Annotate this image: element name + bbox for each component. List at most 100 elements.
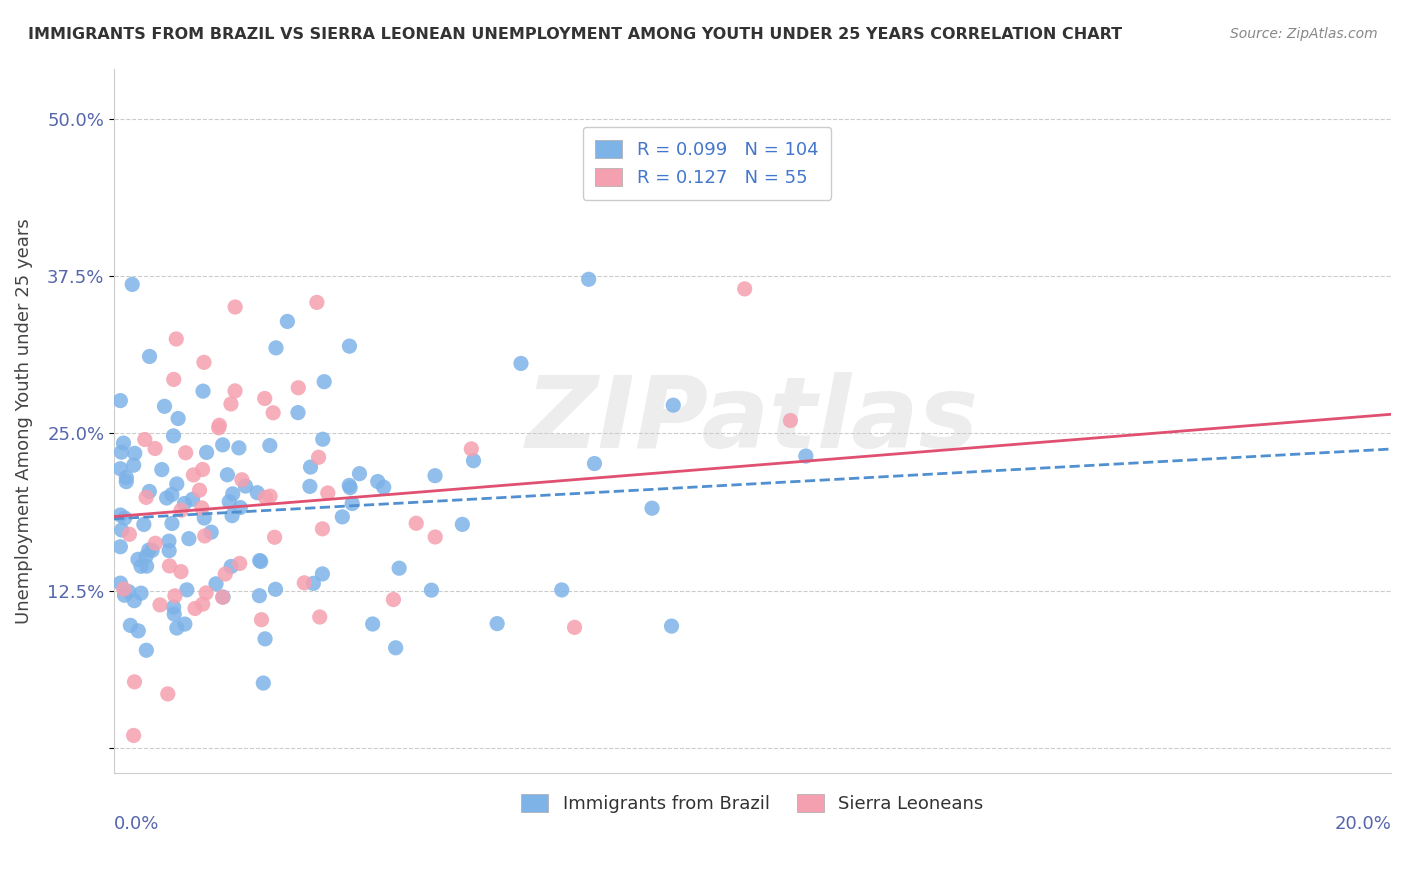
Point bbox=[221, 508, 243, 523]
Point bbox=[122, 728, 145, 742]
Point bbox=[382, 592, 405, 607]
Point bbox=[287, 381, 309, 395]
Point bbox=[135, 491, 157, 505]
Point bbox=[253, 392, 276, 406]
Point bbox=[118, 527, 141, 541]
Point bbox=[405, 516, 427, 531]
Point bbox=[298, 479, 321, 493]
Point bbox=[191, 597, 214, 611]
Point bbox=[463, 453, 485, 467]
Point bbox=[160, 516, 183, 531]
Point bbox=[177, 532, 200, 546]
Point bbox=[259, 489, 281, 503]
Point bbox=[259, 438, 281, 452]
Point bbox=[231, 473, 253, 487]
Point bbox=[143, 536, 166, 550]
Point bbox=[423, 468, 446, 483]
Point bbox=[193, 355, 215, 369]
Point bbox=[194, 529, 217, 543]
Point bbox=[312, 432, 335, 446]
Point bbox=[551, 582, 574, 597]
Point bbox=[384, 640, 406, 655]
Point bbox=[193, 511, 215, 525]
Point bbox=[162, 600, 184, 615]
Point bbox=[115, 475, 138, 489]
Point bbox=[339, 481, 361, 495]
Point bbox=[163, 607, 186, 622]
Point bbox=[191, 462, 214, 476]
Point bbox=[779, 413, 801, 427]
Point bbox=[163, 372, 186, 386]
Point bbox=[110, 445, 132, 459]
Point bbox=[183, 467, 205, 482]
Point bbox=[451, 517, 474, 532]
Point bbox=[311, 566, 333, 581]
Point bbox=[486, 616, 509, 631]
Point bbox=[165, 332, 187, 346]
Point bbox=[138, 484, 160, 499]
Point bbox=[299, 460, 322, 475]
Point bbox=[138, 350, 160, 364]
Point bbox=[254, 491, 277, 505]
Point bbox=[112, 582, 135, 596]
Point bbox=[337, 478, 360, 492]
Point bbox=[114, 511, 136, 525]
Text: IMMIGRANTS FROM BRAZIL VS SIERRA LEONEAN UNEMPLOYMENT AMONG YOUTH UNDER 25 YEARS: IMMIGRANTS FROM BRAZIL VS SIERRA LEONEAN… bbox=[28, 27, 1122, 42]
Point bbox=[224, 300, 246, 314]
Point bbox=[195, 586, 218, 600]
Point bbox=[124, 674, 146, 689]
Point bbox=[157, 543, 180, 558]
Point bbox=[425, 530, 447, 544]
Point bbox=[420, 583, 443, 598]
Point bbox=[219, 559, 242, 574]
Point bbox=[249, 554, 271, 568]
Point bbox=[510, 356, 533, 370]
Point bbox=[166, 621, 188, 635]
Point bbox=[188, 483, 211, 498]
Point bbox=[249, 589, 271, 603]
Point bbox=[224, 384, 246, 398]
Point bbox=[349, 467, 371, 481]
Point bbox=[124, 446, 146, 460]
Point bbox=[661, 619, 683, 633]
Point bbox=[305, 295, 328, 310]
Point bbox=[174, 446, 197, 460]
Point bbox=[218, 494, 240, 508]
Text: 0.0%: 0.0% bbox=[114, 815, 159, 833]
Point bbox=[110, 393, 132, 408]
Y-axis label: Unemployment Among Youth under 25 years: Unemployment Among Youth under 25 years bbox=[15, 218, 32, 624]
Point bbox=[138, 543, 160, 558]
Point bbox=[308, 450, 330, 465]
Point bbox=[249, 553, 271, 567]
Point bbox=[110, 508, 132, 522]
Point bbox=[195, 445, 218, 459]
Point bbox=[110, 540, 132, 554]
Legend: Immigrants from Brazil, Sierra Leoneans: Immigrants from Brazil, Sierra Leoneans bbox=[515, 787, 991, 821]
Point bbox=[228, 441, 250, 455]
Point bbox=[314, 375, 336, 389]
Point bbox=[734, 282, 756, 296]
Text: 20.0%: 20.0% bbox=[1334, 815, 1391, 833]
Point bbox=[211, 438, 233, 452]
Point bbox=[115, 470, 138, 484]
Point bbox=[460, 442, 482, 456]
Point bbox=[263, 530, 285, 544]
Point bbox=[217, 467, 239, 482]
Point bbox=[110, 523, 132, 537]
Point bbox=[211, 591, 233, 605]
Point bbox=[252, 676, 274, 690]
Point bbox=[330, 509, 353, 524]
Point bbox=[235, 479, 257, 493]
Point bbox=[254, 632, 277, 646]
Point bbox=[308, 610, 330, 624]
Point bbox=[129, 586, 152, 600]
Point bbox=[373, 480, 395, 494]
Point bbox=[191, 384, 214, 398]
Point bbox=[200, 525, 222, 540]
Point bbox=[184, 601, 207, 615]
Point bbox=[121, 277, 143, 292]
Point bbox=[122, 458, 145, 473]
Point bbox=[149, 598, 172, 612]
Point bbox=[212, 590, 235, 604]
Point bbox=[135, 549, 157, 564]
